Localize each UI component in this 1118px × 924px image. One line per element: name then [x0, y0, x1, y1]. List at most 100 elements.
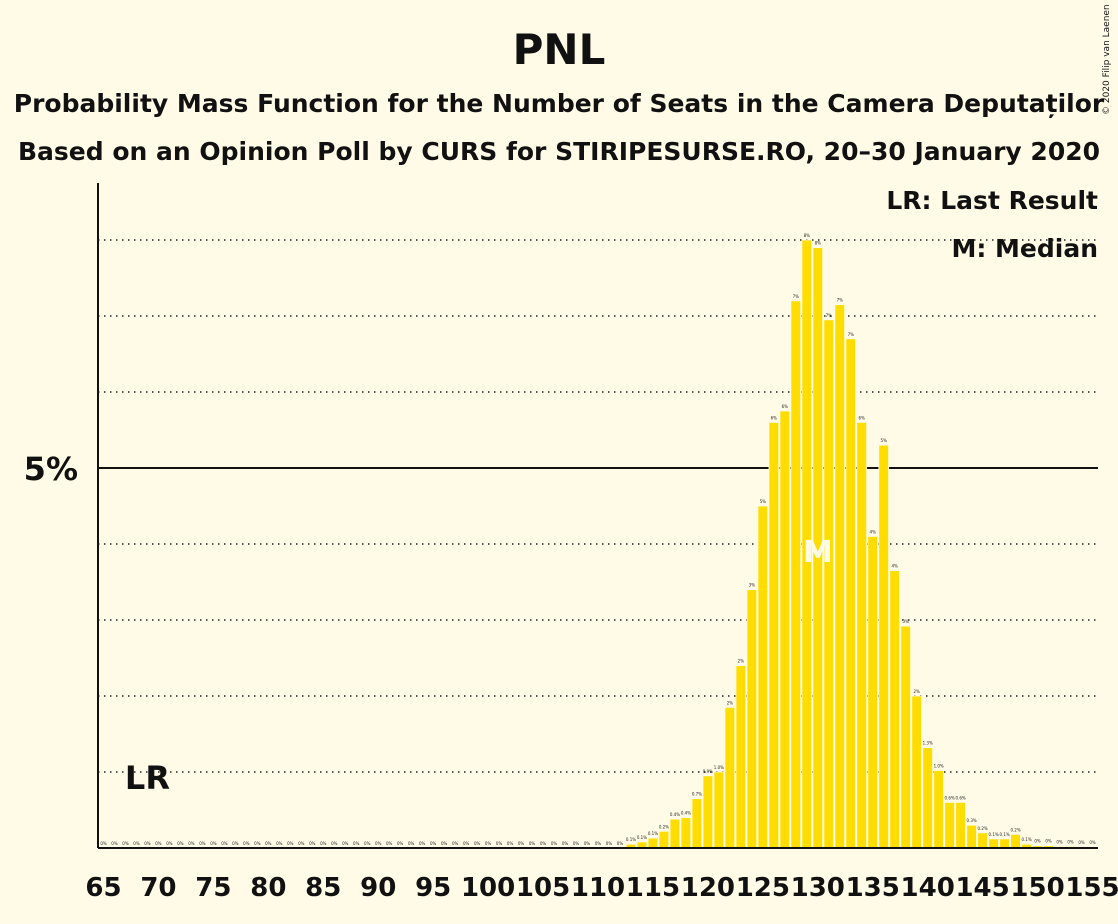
data-label: 0% — [320, 841, 327, 846]
data-label: 0.4% — [681, 811, 691, 816]
data-label: 0% — [485, 841, 492, 846]
bar — [911, 695, 922, 849]
data-label: 1.3% — [923, 741, 933, 746]
data-label: 0% — [496, 841, 503, 846]
x-tick-label: 120 — [681, 873, 735, 903]
data-label: 0% — [331, 841, 338, 846]
data-label: 0% — [232, 841, 239, 846]
data-label: 0.6% — [945, 795, 955, 800]
data-label: 0.6% — [956, 795, 966, 800]
x-tick-label: 70 — [140, 873, 176, 903]
data-label: 0% — [518, 841, 525, 846]
x-tick-label: 115 — [626, 873, 680, 903]
bar — [680, 817, 692, 849]
data-label: 0% — [1078, 840, 1085, 845]
data-label: 0% — [144, 841, 151, 846]
data-label: 0.2% — [659, 824, 669, 829]
data-label: 0% — [166, 841, 173, 846]
data-label: 0% — [177, 841, 184, 846]
data-label: 0.4% — [670, 812, 680, 817]
bar — [768, 421, 780, 849]
data-label: 0% — [441, 841, 448, 846]
data-label: 0% — [221, 841, 228, 846]
y-axis-ticks: 5% — [24, 450, 78, 488]
bar — [900, 625, 911, 849]
data-label: 0.2% — [978, 826, 988, 831]
data-label: 0% — [364, 841, 371, 846]
bar — [834, 304, 846, 849]
bar — [735, 665, 747, 849]
y-tick-label: 5% — [24, 450, 78, 488]
data-label: 0% — [386, 841, 393, 846]
bar — [999, 838, 1010, 849]
data-label: 0% — [606, 841, 613, 846]
x-tick-label: 65 — [85, 873, 121, 903]
data-label: 0.3% — [967, 818, 977, 823]
chart-title: PNL — [512, 25, 606, 74]
data-label: 0% — [419, 841, 426, 846]
bar — [878, 444, 890, 849]
bar — [966, 824, 977, 849]
data-label: 0% — [353, 841, 360, 846]
x-tick-label: 90 — [360, 873, 396, 903]
legend-last-result: LR: Last Result — [886, 186, 1098, 215]
legend-median: M: Median — [951, 234, 1098, 263]
bar — [845, 338, 857, 849]
bar — [790, 300, 802, 849]
bar-series — [625, 239, 1098, 849]
x-tick-label: 105 — [516, 873, 570, 903]
data-label: 0% — [342, 841, 349, 846]
data-label: 0% — [617, 841, 624, 846]
data-label: 0% — [430, 841, 437, 846]
bar — [713, 771, 725, 849]
bar — [889, 570, 900, 849]
data-label: 6% — [771, 415, 778, 420]
data-label: 0% — [254, 841, 261, 846]
data-label: 4% — [870, 529, 877, 534]
x-tick-label: 130 — [791, 873, 845, 903]
bar — [724, 707, 736, 849]
data-label: 0% — [595, 841, 602, 846]
bar — [955, 802, 966, 849]
data-label: 0% — [210, 841, 217, 846]
data-label: 7% — [826, 313, 833, 318]
bar — [933, 770, 944, 849]
data-label: 7% — [837, 298, 844, 303]
x-tick-label: 95 — [415, 873, 451, 903]
bar — [823, 319, 835, 849]
data-label: 0% — [199, 841, 206, 846]
data-label: 4% — [892, 564, 899, 569]
data-label: 0% — [100, 841, 107, 846]
data-label: 0% — [265, 841, 272, 846]
data-label: 6% — [859, 415, 866, 420]
data-label: 0% — [298, 841, 305, 846]
data-label: 0.1% — [1021, 837, 1031, 842]
bar — [856, 421, 868, 849]
x-tick-label: 155 — [1065, 873, 1118, 903]
chart-subtitle-source: Based on an Opinion Poll by CURS for STI… — [17, 137, 1101, 166]
data-label: 0% — [276, 841, 283, 846]
data-label: 0.1% — [1000, 832, 1010, 837]
bar — [746, 589, 758, 849]
bar — [867, 536, 879, 849]
data-label: 0.1% — [989, 832, 999, 837]
data-label: 0% — [188, 841, 195, 846]
x-tick-label: 135 — [846, 873, 900, 903]
x-axis-ticks: 65 70 75 80 85 90 95 100 105 110 115 120 125 130 135 14… — [85, 873, 1118, 903]
median-marker: M — [803, 535, 833, 570]
data-label: 0% — [463, 841, 470, 846]
data-label: 3% — [749, 583, 756, 588]
data-label: 0% — [122, 841, 129, 846]
data-label: 1.0% — [714, 765, 724, 770]
data-label: 0.2% — [1010, 827, 1020, 832]
data-label: 0.1% — [637, 835, 647, 840]
data-label: 0% — [287, 841, 294, 846]
data-label: 6% — [782, 404, 789, 409]
x-tick-label: 110 — [571, 873, 625, 903]
data-label: 0% — [1034, 839, 1041, 844]
data-label: 8% — [815, 241, 822, 246]
x-tick-label: 80 — [250, 873, 286, 903]
data-label: 0% — [551, 841, 558, 846]
bar — [779, 410, 791, 849]
